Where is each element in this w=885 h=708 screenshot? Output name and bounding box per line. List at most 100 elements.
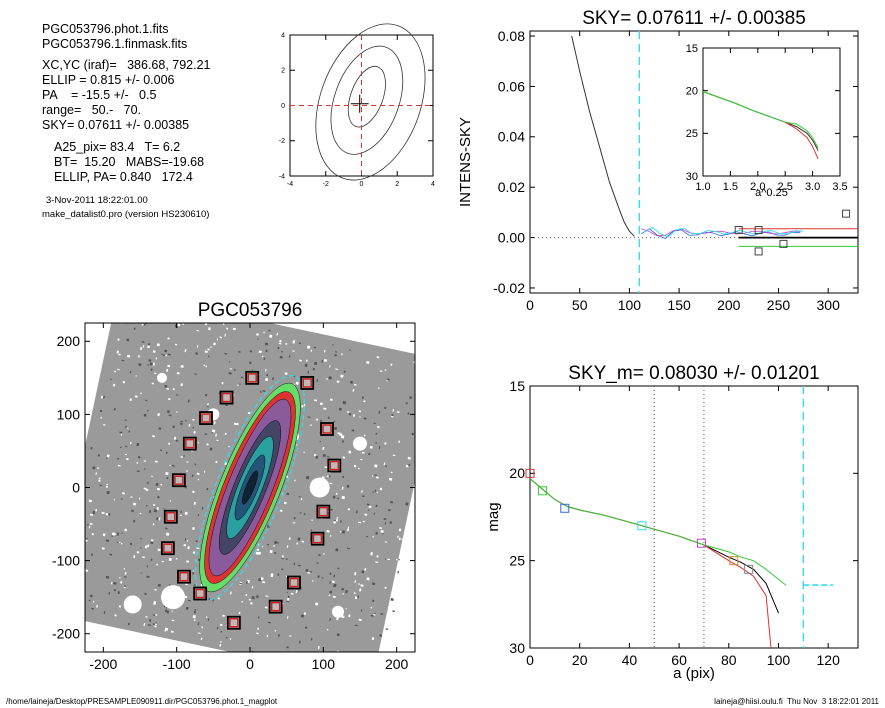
galaxy-noise bbox=[164, 609, 168, 613]
star-mask-square bbox=[182, 436, 197, 451]
galaxy-noise bbox=[113, 408, 116, 411]
galaxy-noise bbox=[333, 426, 338, 431]
galaxy-noise bbox=[129, 398, 132, 401]
galaxy-noise bbox=[156, 507, 159, 510]
galaxy-noise bbox=[146, 565, 149, 568]
galaxy-noise bbox=[106, 490, 110, 495]
galaxy-noise bbox=[326, 456, 330, 458]
galaxy-noise bbox=[216, 439, 219, 442]
star-mask-square bbox=[268, 599, 283, 614]
galaxy-noise bbox=[250, 602, 253, 605]
galaxy-noise bbox=[87, 523, 89, 526]
galaxy-noise bbox=[281, 555, 284, 558]
galaxy-noise bbox=[373, 422, 376, 425]
galaxy-mask-hole bbox=[161, 585, 185, 610]
sky_profile-xtick-label: 100 bbox=[618, 297, 642, 313]
galaxy-noise bbox=[376, 356, 380, 359]
galaxy-noise bbox=[143, 413, 147, 417]
sky-square-marker bbox=[842, 209, 851, 218]
galaxy-noise bbox=[249, 361, 252, 365]
galaxy-noise bbox=[263, 331, 265, 334]
galaxy-noise bbox=[105, 539, 110, 543]
galaxy-noise bbox=[138, 363, 142, 367]
galaxy-noise bbox=[310, 349, 313, 352]
galaxy-noise bbox=[126, 338, 130, 342]
galaxy-noise bbox=[396, 411, 400, 413]
galaxy-noise bbox=[347, 547, 350, 550]
mag_profile-xtick-label: 60 bbox=[671, 652, 687, 668]
galaxy-noise bbox=[380, 530, 384, 533]
galaxy-noise bbox=[361, 570, 365, 574]
galaxy-noise bbox=[424, 409, 427, 411]
galaxy-noise bbox=[164, 349, 168, 353]
galaxy-noise bbox=[415, 409, 417, 411]
galaxy-noise bbox=[322, 454, 327, 458]
footer-path: /home/laineja/Desktop/PRESAMPLE090911.di… bbox=[6, 697, 278, 706]
galaxy-noise bbox=[209, 447, 213, 451]
galaxy-noise bbox=[319, 440, 321, 443]
galaxy-noise bbox=[269, 549, 273, 554]
galaxy-noise bbox=[180, 455, 183, 458]
info-bt: BT= 15.20 MABS=-19.68 bbox=[54, 155, 205, 169]
galaxy-noise bbox=[124, 419, 127, 421]
galaxy-noise bbox=[154, 460, 158, 463]
galaxy-noise bbox=[229, 361, 231, 363]
galaxy-noise bbox=[384, 369, 387, 371]
galaxy-noise bbox=[249, 350, 253, 353]
galaxy-noise bbox=[85, 569, 89, 573]
galaxy-noise bbox=[116, 368, 120, 371]
sky_inset-ytick-label: 15 bbox=[686, 43, 698, 55]
galaxy-noise bbox=[300, 498, 303, 501]
galaxy-noise bbox=[130, 308, 133, 310]
galaxy-noise bbox=[98, 477, 101, 480]
galaxy-noise bbox=[410, 507, 414, 511]
galaxy-noise bbox=[176, 411, 178, 413]
galaxy-noise bbox=[257, 338, 259, 340]
galaxy-noise bbox=[323, 553, 325, 555]
galaxy-noise bbox=[348, 614, 351, 618]
galaxy-noise bbox=[172, 388, 175, 391]
galaxy-noise bbox=[397, 570, 400, 574]
galaxy-noise bbox=[363, 434, 366, 437]
galaxy-mask-hole bbox=[157, 372, 167, 383]
mag-square-marker bbox=[696, 538, 706, 548]
galaxy-noise bbox=[389, 500, 394, 504]
galaxy-noise bbox=[130, 496, 133, 498]
galaxy-noise bbox=[384, 406, 387, 410]
galaxy-noise bbox=[329, 590, 333, 594]
galaxy-noise bbox=[405, 539, 409, 542]
galaxy-noise bbox=[315, 602, 319, 606]
galaxy-noise bbox=[120, 446, 122, 449]
galaxy-noise bbox=[120, 581, 123, 584]
galaxy-noise bbox=[417, 437, 419, 439]
galaxy-noise bbox=[443, 370, 444, 372]
galaxy-noise bbox=[119, 577, 121, 579]
mag_profile-ylabel: mag bbox=[485, 502, 502, 531]
galaxy-noise bbox=[284, 372, 288, 375]
galaxy-noise bbox=[277, 346, 280, 350]
galaxy-noise bbox=[204, 393, 208, 397]
galaxy-noise bbox=[375, 432, 378, 435]
sky-noise-cyan bbox=[644, 226, 804, 238]
galaxy-noise bbox=[211, 429, 216, 433]
galaxy-isophote bbox=[242, 470, 258, 505]
galaxy-noise bbox=[333, 574, 336, 578]
galaxy-noise bbox=[359, 416, 361, 418]
galaxy-noise bbox=[154, 588, 157, 591]
galaxy-noise bbox=[85, 539, 88, 542]
galaxy-noise bbox=[103, 395, 105, 399]
galaxy-noise bbox=[113, 581, 117, 585]
galaxy-mask-hole bbox=[353, 436, 367, 451]
star-mask-inner bbox=[302, 378, 312, 388]
star-mask-square bbox=[193, 586, 208, 601]
galaxy-noise bbox=[152, 435, 156, 438]
sky_inset-ytick-label: 20 bbox=[686, 86, 698, 98]
galaxy-noise bbox=[347, 508, 351, 511]
galaxy-noise bbox=[184, 348, 187, 353]
galaxy-noise bbox=[307, 370, 310, 374]
galaxy-mask-hole bbox=[332, 605, 344, 618]
galaxy-noise bbox=[102, 533, 106, 537]
info-file2: PGC053796.1.finmask.fits bbox=[42, 37, 188, 51]
galaxy-noise bbox=[95, 508, 98, 512]
sky_profile-ytick-label: 0.00 bbox=[498, 229, 525, 245]
